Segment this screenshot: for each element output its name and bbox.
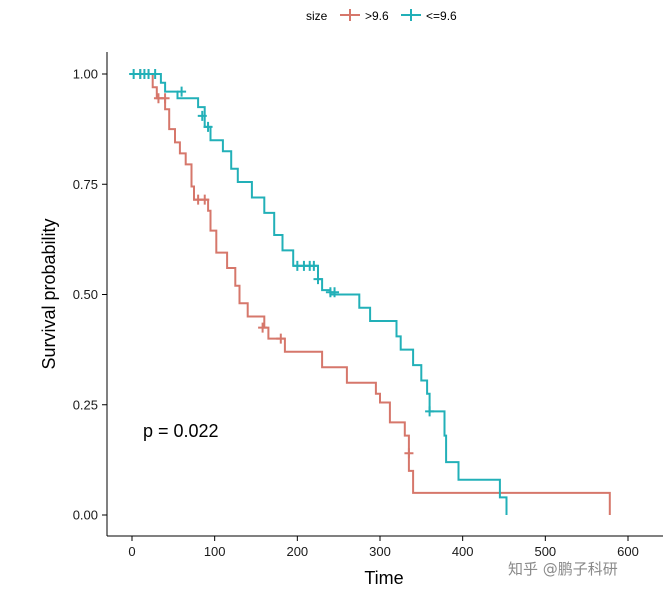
y-tick-label: 0.25 — [73, 397, 98, 412]
legend-key-series-2 — [401, 9, 421, 21]
x-tick-label: 200 — [286, 544, 308, 559]
x-tick-label: 300 — [369, 544, 391, 559]
x-tick-label: 100 — [204, 544, 226, 559]
y-tick-label: 0.00 — [73, 508, 98, 523]
x-tick-label: 600 — [617, 544, 639, 559]
survival-curve-series-2 — [132, 73, 508, 515]
censor-mark — [177, 86, 187, 97]
x-tick-label: 0 — [128, 544, 135, 559]
censor-mark — [258, 322, 268, 333]
x-tick-label: 500 — [534, 544, 556, 559]
legend-label-series-1: >9.6 — [365, 9, 389, 23]
censor-mark — [330, 287, 340, 298]
p-value-annotation: p = 0.022 — [143, 421, 219, 441]
censor-mark — [404, 448, 414, 459]
y-tick-label: 0.50 — [73, 287, 98, 302]
censor-mark — [197, 110, 207, 121]
x-axis-title: Time — [364, 568, 403, 588]
censor-mark — [203, 121, 213, 132]
censor-marks — [129, 69, 435, 459]
censor-mark — [150, 69, 160, 79]
censor-mark — [276, 333, 286, 344]
survival-curves — [132, 73, 611, 515]
legend: size >9.6 <=9.6 — [306, 9, 457, 23]
censor-mark — [309, 260, 319, 271]
legend-label-series-2: <=9.6 — [426, 9, 457, 23]
censor-mark — [160, 93, 170, 104]
x-ticks: 0 100 200 300 400 500 600 — [128, 536, 639, 559]
y-axis-title: Survival probability — [39, 218, 59, 369]
watermark: 知乎 @鹏子科研 — [508, 560, 618, 578]
censor-mark — [200, 194, 210, 205]
legend-title: size — [306, 9, 328, 23]
y-tick-label: 1.00 — [73, 67, 98, 82]
survival-curve-series-1 — [132, 73, 611, 515]
y-tick-label: 0.75 — [73, 177, 98, 192]
censor-mark — [313, 274, 323, 285]
y-ticks: 0.00 0.25 0.50 0.75 1.00 — [73, 67, 107, 523]
legend-key-series-1 — [340, 9, 360, 21]
x-tick-label: 400 — [452, 544, 474, 559]
censor-mark — [425, 406, 435, 417]
